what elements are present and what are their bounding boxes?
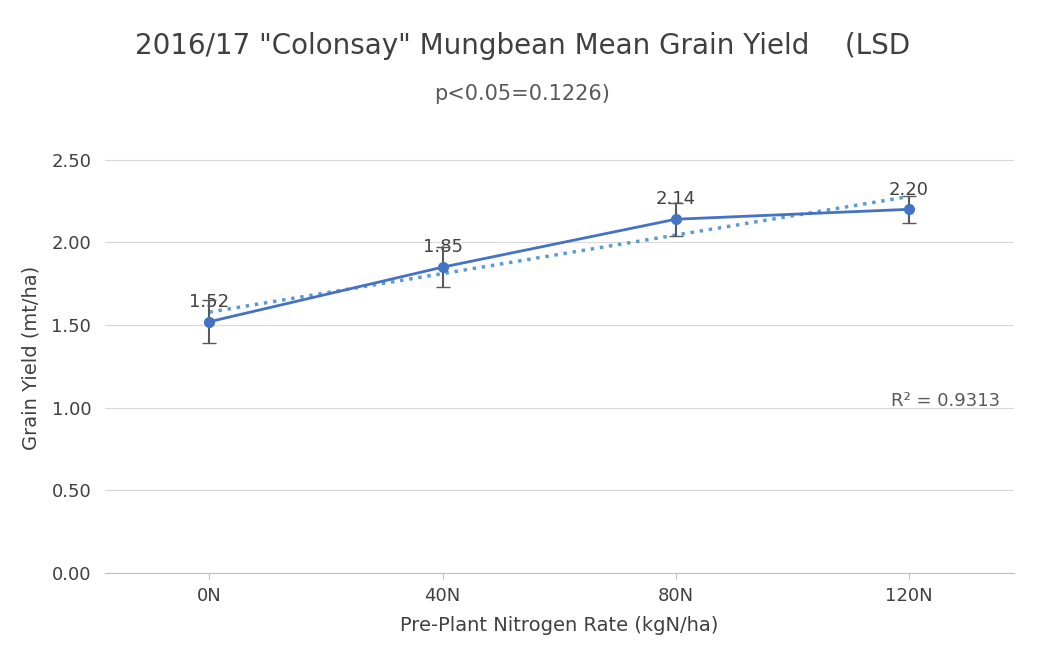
Y-axis label: Grain Yield (mt/ha): Grain Yield (mt/ha) xyxy=(21,266,40,450)
Text: 1.85: 1.85 xyxy=(422,238,463,256)
X-axis label: Pre-Plant Nitrogen Rate (kgN/ha): Pre-Plant Nitrogen Rate (kgN/ha) xyxy=(400,616,718,635)
Text: 2.20: 2.20 xyxy=(888,180,929,199)
Text: 1.52: 1.52 xyxy=(189,293,230,311)
Text: p<0.05=0.1226): p<0.05=0.1226) xyxy=(435,85,610,104)
Text: R² = 0.9313: R² = 0.9313 xyxy=(891,393,1000,410)
Text: 2016/17 "Colonsay" Mungbean Mean Grain Yield    (LSD: 2016/17 "Colonsay" Mungbean Mean Grain Y… xyxy=(135,31,910,60)
Text: 2.14: 2.14 xyxy=(655,191,696,208)
